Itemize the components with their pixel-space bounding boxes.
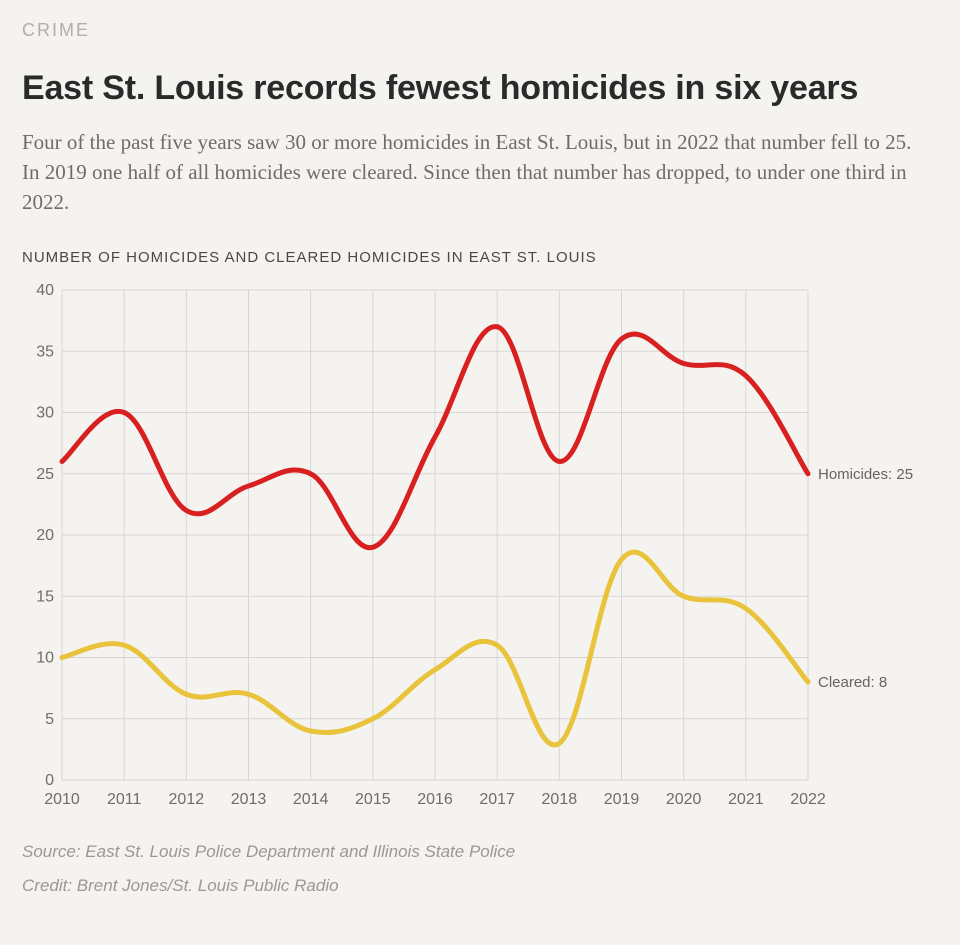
- chart-footer: Source: East St. Louis Police Department…: [22, 842, 938, 896]
- x-axis-label: 2011: [107, 791, 142, 808]
- y-axis-label: 25: [36, 466, 54, 483]
- x-axis-label: 2020: [666, 791, 702, 808]
- y-axis-label: 40: [36, 282, 54, 299]
- x-axis-label: 2014: [293, 791, 329, 808]
- y-axis-label: 0: [45, 772, 54, 789]
- y-axis-label: 15: [36, 589, 54, 606]
- x-axis-label: 2022: [790, 791, 826, 808]
- credit-line: Credit: Brent Jones/St. Louis Public Rad…: [22, 876, 938, 896]
- homicides-end-label: Homicides: 25: [818, 466, 913, 483]
- x-axis-label: 2017: [479, 791, 515, 808]
- x-axis-label: 2021: [728, 791, 764, 808]
- x-axis-label: 2018: [542, 791, 578, 808]
- x-axis-label: 2012: [169, 791, 205, 808]
- source-line: Source: East St. Louis Police Department…: [22, 842, 938, 862]
- chart-title: NUMBER OF HOMICIDES AND CLEARED HOMICIDE…: [22, 249, 938, 266]
- chart-card: CRIME East St. Louis records fewest homi…: [0, 0, 960, 945]
- dek: Four of the past five years saw 30 or mo…: [22, 128, 932, 217]
- y-axis-label: 5: [45, 711, 54, 728]
- x-axis-label: 2010: [44, 791, 80, 808]
- chart-svg: 0 5 10 15 20 25 30 35 40 2010 2011 2012 2013 2014 2015…: [22, 280, 938, 820]
- y-axis-label: 30: [36, 405, 54, 422]
- x-axis-label: 2013: [231, 791, 267, 808]
- x-axis-label: 2015: [355, 791, 391, 808]
- x-axis-label: 2016: [417, 791, 453, 808]
- y-axis-label: 35: [36, 344, 54, 361]
- y-axis-label: 10: [36, 650, 54, 667]
- line-chart: 0 5 10 15 20 25 30 35 40 2010 2011 2012 2013 2014 2015…: [22, 280, 938, 820]
- cleared-end-label: Cleared: 8: [818, 674, 887, 691]
- x-axis-label: 2019: [604, 791, 640, 808]
- headline: East St. Louis records fewest homicides …: [22, 69, 938, 108]
- y-axis-label: 20: [36, 527, 54, 544]
- kicker: CRIME: [22, 20, 938, 41]
